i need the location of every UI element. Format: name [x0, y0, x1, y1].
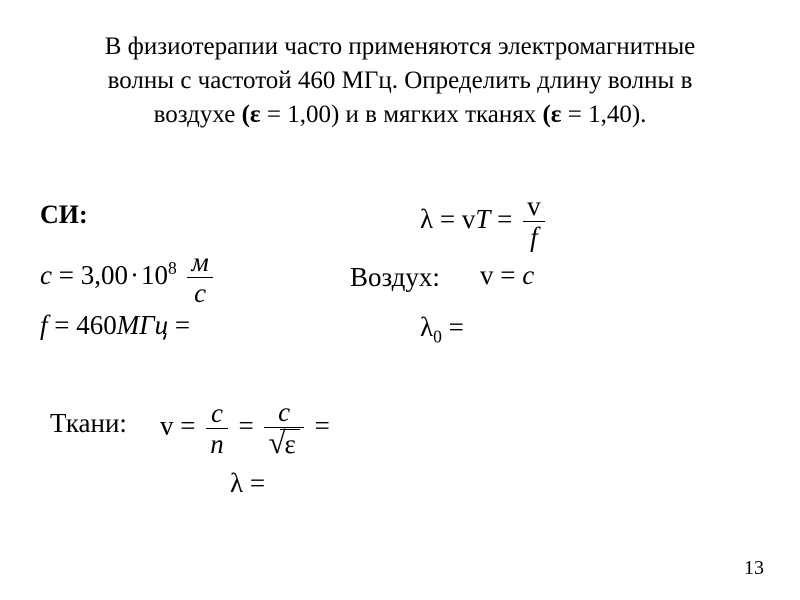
tissue-v-lhs: v [160, 411, 174, 441]
c-coef: 3,00 [81, 260, 128, 290]
tissue-frac2: c √ ε [264, 398, 303, 459]
c-dot: · [128, 260, 141, 290]
slide: В физиотерапии часто применяются электро… [0, 0, 800, 600]
page-number: 13 [744, 557, 764, 580]
air-v-lhs: v [480, 260, 494, 290]
si-label: СИ: [40, 200, 88, 230]
c-exp: 8 [168, 258, 177, 278]
equation-frequency: f = 460МГц = [40, 310, 190, 341]
c-unit-den: с [187, 278, 212, 307]
lambda-den: f [523, 222, 545, 251]
title-line3a: воздухе [154, 101, 242, 128]
air-v-rhs: c [522, 260, 534, 290]
equation-air-velocity: v = c [480, 260, 534, 291]
radical-icon: √ [268, 427, 285, 460]
lambda-sym: λ [420, 204, 433, 234]
problem-title: В физиотерапии часто применяются электро… [40, 30, 760, 131]
eps2-val: = 1,40). [568, 101, 647, 128]
tissue-label: Ткани: [50, 408, 127, 439]
lambda-v: v [462, 204, 476, 234]
equation-lambda-tissue: λ = [230, 468, 265, 499]
lambda0-sym: λ [420, 312, 433, 342]
title-line3b: и в мягких тканях [339, 101, 542, 128]
lambda-eq2: = [490, 204, 519, 234]
eps2-label: (ε [542, 101, 567, 128]
sqrt-eps: √ ε [268, 429, 299, 458]
tissue-num2: c [264, 398, 303, 428]
lambda-tissue-eq: = [243, 468, 265, 498]
f-eq-sign: = [48, 310, 77, 340]
title-line1: В физиотерапии часто применяются электро… [105, 33, 696, 60]
lambda-num: v [523, 192, 545, 222]
c-base: 10 [141, 260, 168, 290]
tissue-den2-wrap: √ ε [264, 428, 303, 458]
tissue-frac1: c n [206, 399, 228, 459]
tissue-den1: n [206, 429, 228, 458]
lambda0-sub: 0 [433, 326, 442, 346]
tissue-v-eq3: = [315, 411, 330, 441]
title-line2: волны с частотой 460 МГц. Определить дли… [108, 67, 693, 94]
c-eq-sign: = [52, 260, 81, 290]
f-val: 460 [76, 310, 117, 340]
equation-tissue-velocity: v = c n = c √ ε = [160, 398, 330, 459]
air-label: Воздух: [350, 262, 440, 293]
tissue-v-eq2: = [238, 411, 260, 441]
tissue-num1: c [206, 399, 228, 429]
c-unit-fraction: м с [187, 248, 212, 308]
c-unit-num: м [187, 248, 212, 278]
tissue-v-eq1: = [174, 411, 203, 441]
eps1-label: (ε [242, 101, 267, 128]
lambda-fraction: v f [523, 192, 545, 252]
equation-lambda-main: λ = vT = v f [420, 192, 549, 252]
c-symbol: c [40, 260, 52, 290]
lambda-tissue-sym: λ [230, 468, 243, 498]
lambda-T: T [475, 204, 490, 234]
eps1-val: = 1,00) [267, 101, 339, 128]
equation-lambda0: λ0 = [420, 312, 464, 347]
f-tail: = [168, 310, 190, 340]
f-symbol: f [40, 310, 48, 340]
lambda-eq1: = [433, 204, 462, 234]
f-unit: МГц [117, 310, 168, 340]
equation-speed-of-light: c = 3,00·108 м с [40, 248, 217, 308]
lambda0-eq: = [442, 312, 464, 342]
air-v-eq: = [494, 260, 523, 290]
